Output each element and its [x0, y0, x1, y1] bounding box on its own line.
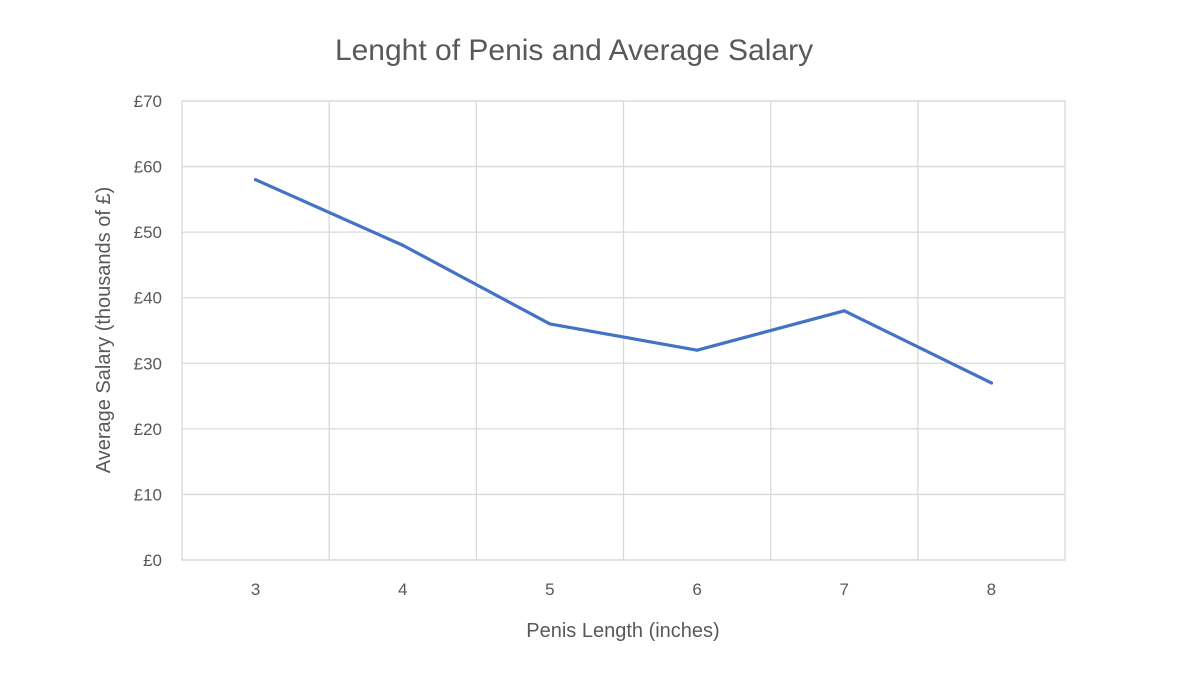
y-tick-label: £70 [134, 92, 162, 111]
y-axis-ticks: £0 £10 £20 £30 £40 £50 £60 £70 [134, 92, 162, 570]
y-tick-label: £10 [134, 485, 162, 504]
data-point [695, 348, 699, 352]
data-point [401, 243, 405, 247]
data-point [253, 178, 258, 182]
y-axis-title: Average Salary (thousands of £) [93, 187, 115, 473]
x-axis-ticks: 3 4 5 6 7 8 [251, 580, 996, 599]
data-point [842, 309, 846, 313]
y-tick-label: £40 [134, 289, 162, 308]
x-axis-title: Penis Length (inches) [526, 620, 719, 642]
y-tick-label: £20 [134, 420, 162, 439]
x-tick-label: 7 [840, 580, 849, 599]
x-tick-label: 3 [251, 580, 260, 599]
plot-area-border [181, 100, 1066, 561]
y-tick-label: £50 [134, 223, 162, 242]
series-line [253, 178, 994, 385]
x-tick-label: 8 [987, 580, 996, 599]
y-tick-label: £60 [134, 158, 162, 177]
data-point [989, 381, 994, 385]
chart-title: Lenght of Penis and Average Salary [335, 34, 813, 67]
data-point [548, 322, 552, 326]
series-layer [253, 178, 994, 385]
x-tick-label: 4 [398, 580, 407, 599]
y-tick-label: £30 [134, 354, 162, 373]
x-tick-label: 5 [545, 580, 554, 599]
y-tick-label: £0 [143, 551, 162, 570]
gridlines [182, 100, 1065, 561]
x-tick-label: 6 [692, 580, 701, 599]
